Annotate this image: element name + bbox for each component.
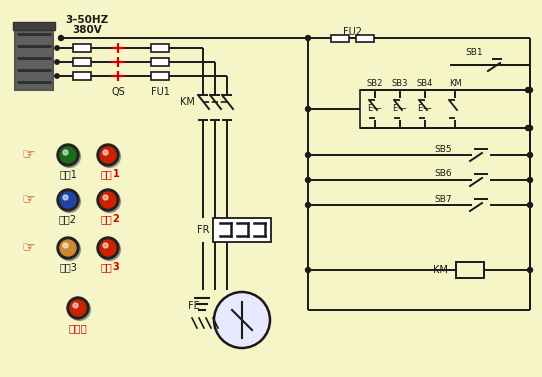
Circle shape [57,237,79,259]
Circle shape [59,190,81,213]
Bar [360,90,530,128]
Text: FR: FR [197,225,209,235]
Circle shape [97,237,119,259]
Circle shape [63,195,68,200]
Circle shape [99,190,120,213]
Circle shape [63,150,68,155]
Text: ☞: ☞ [21,147,35,162]
Circle shape [100,240,116,256]
Bar [331,35,349,41]
Circle shape [60,147,76,163]
Circle shape [526,87,531,92]
Circle shape [306,106,311,112]
Text: ☞: ☞ [21,241,35,256]
Text: SB2: SB2 [367,79,383,88]
Circle shape [527,202,532,207]
Text: SB5: SB5 [434,144,452,153]
Circle shape [68,299,91,320]
Bar [213,218,271,242]
Bar [15,28,53,90]
Text: 停止: 停止 [100,214,112,224]
Circle shape [99,146,120,167]
Circle shape [59,146,81,167]
Bar [151,72,169,80]
Circle shape [100,192,116,208]
Circle shape [57,144,79,166]
Circle shape [214,292,270,348]
Circle shape [73,303,78,308]
Circle shape [103,150,108,155]
Circle shape [100,147,116,163]
Circle shape [59,239,81,261]
Text: 1: 1 [113,169,119,179]
Text: QS: QS [111,87,125,97]
Bar [151,44,169,52]
Text: SB6: SB6 [434,170,452,178]
Bar [356,35,374,41]
Circle shape [527,126,532,130]
Circle shape [527,268,532,273]
Text: FU2: FU2 [343,27,362,37]
Circle shape [97,189,119,211]
Circle shape [60,240,76,256]
Text: SB7: SB7 [434,195,452,204]
Circle shape [99,239,120,261]
Bar [13,22,55,30]
Text: SB3: SB3 [392,79,408,88]
Text: 3–50HZ: 3–50HZ [66,15,108,25]
Circle shape [103,195,108,200]
Text: 启动1: 启动1 [59,169,77,179]
Circle shape [97,144,119,166]
Circle shape [55,60,59,64]
Circle shape [63,243,68,248]
Bar [151,58,169,66]
Circle shape [306,202,311,207]
Text: 2: 2 [113,214,119,224]
Circle shape [67,297,89,319]
Text: SB4: SB4 [417,79,433,88]
Text: 停止: 停止 [100,169,112,179]
Bar [456,262,484,278]
Text: FU1: FU1 [151,87,170,97]
Circle shape [57,189,79,211]
Circle shape [527,178,532,182]
Text: E⁠—: E⁠— [368,104,382,113]
Circle shape [55,46,59,50]
Circle shape [55,74,59,78]
Bar [73,72,91,80]
Text: 停止: 停止 [100,262,112,272]
Circle shape [70,300,86,316]
Circle shape [103,243,108,248]
Text: E⁠—: E⁠— [418,104,432,113]
Text: ☞: ☞ [21,193,35,207]
Text: KM: KM [180,97,195,107]
Circle shape [59,35,63,40]
Circle shape [306,268,311,273]
Text: E⁠—: E⁠— [393,104,407,113]
Bar [73,58,91,66]
Text: 启动3: 启动3 [59,262,77,272]
Text: SB1: SB1 [465,48,483,57]
Text: 启动2: 启动2 [59,214,77,224]
Bar [73,44,91,52]
Text: 3: 3 [113,262,119,272]
Circle shape [527,87,532,92]
Circle shape [306,35,311,40]
Circle shape [527,153,532,158]
Text: KM: KM [433,265,448,275]
Text: 总停止: 总停止 [69,323,87,333]
Text: KM: KM [449,79,461,88]
Circle shape [306,178,311,182]
Circle shape [526,126,531,130]
Circle shape [306,153,311,158]
Text: FE: FE [188,301,200,311]
Text: 380V: 380V [72,25,102,35]
Circle shape [60,192,76,208]
